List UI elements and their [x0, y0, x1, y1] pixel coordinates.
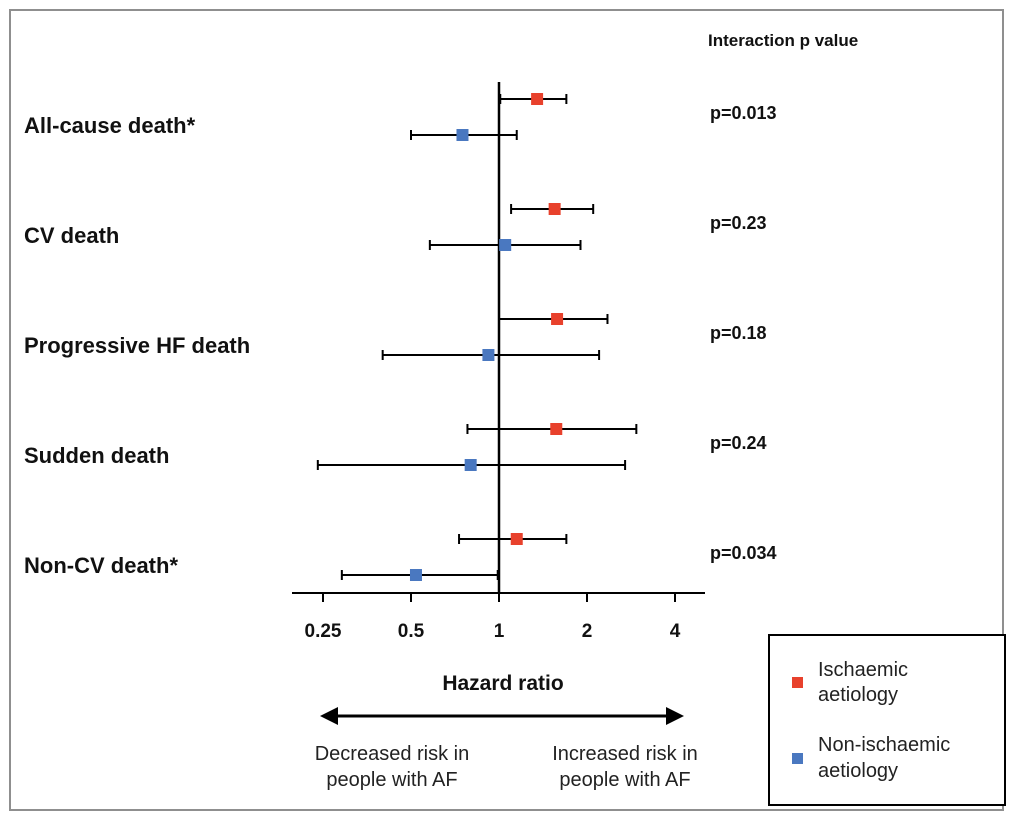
- interaction-p-value: p=0.24: [710, 433, 767, 453]
- point-estimate: [464, 459, 477, 471]
- x-tick-label: 4: [670, 621, 681, 642]
- legend-box: [768, 634, 1006, 806]
- outcome-label: Progressive HF death: [24, 333, 250, 358]
- outcome-label: Sudden death: [24, 443, 169, 468]
- point-estimate: [550, 423, 563, 435]
- plot-area: 0.25 0.5 1 2 4 All-cause death* p=0.013 CV deat…: [24, 82, 777, 642]
- legend: Ischaemic aetiology Non-ischaemic aetiol…: [768, 634, 1006, 806]
- point-estimate: [409, 569, 422, 581]
- point-estimate: [548, 203, 561, 215]
- increased-risk-line1: Increased risk in: [552, 743, 698, 765]
- point-estimate: [510, 533, 523, 545]
- legend-ischaemic-line2: aetiology: [818, 684, 898, 706]
- interaction-p-value: p=0.23: [710, 213, 767, 233]
- point-estimate: [551, 313, 564, 325]
- point-estimate: [499, 239, 512, 251]
- increased-risk-line2: people with AF: [559, 769, 690, 791]
- interaction-p-value: p=0.18: [710, 323, 767, 343]
- legend-swatch-non-ischaemic: [792, 753, 803, 764]
- interaction-p-value: p=0.034: [710, 543, 777, 563]
- point-estimate: [482, 349, 495, 361]
- x-axis-title: Hazard ratio: [442, 672, 563, 695]
- decreased-risk-line1: Decreased risk in: [315, 743, 470, 765]
- point-estimate: [531, 93, 544, 105]
- decreased-risk-line2: people with AF: [326, 769, 457, 791]
- x-tick-label: 0.5: [398, 621, 425, 642]
- interaction-header: Interaction p value: [708, 31, 858, 50]
- x-tick-label: 0.25: [305, 621, 342, 642]
- point-estimate: [456, 129, 469, 141]
- legend-non-ischaemic-line1: Non-ischaemic: [818, 734, 950, 756]
- x-tick-label: 1: [494, 621, 505, 642]
- legend-swatch-ischaemic: [792, 677, 803, 688]
- outcome-label: Non-CV death*: [24, 553, 178, 578]
- x-tick-label: 2: [582, 621, 593, 642]
- outcome-label: All-cause death*: [24, 113, 196, 138]
- legend-non-ischaemic-line2: aetiology: [818, 760, 898, 782]
- outcome-label: CV death: [24, 223, 119, 248]
- interaction-p-value: p=0.013: [710, 103, 777, 123]
- legend-ischaemic-line1: Ischaemic: [818, 659, 908, 681]
- risk-direction-arrow: [320, 707, 684, 725]
